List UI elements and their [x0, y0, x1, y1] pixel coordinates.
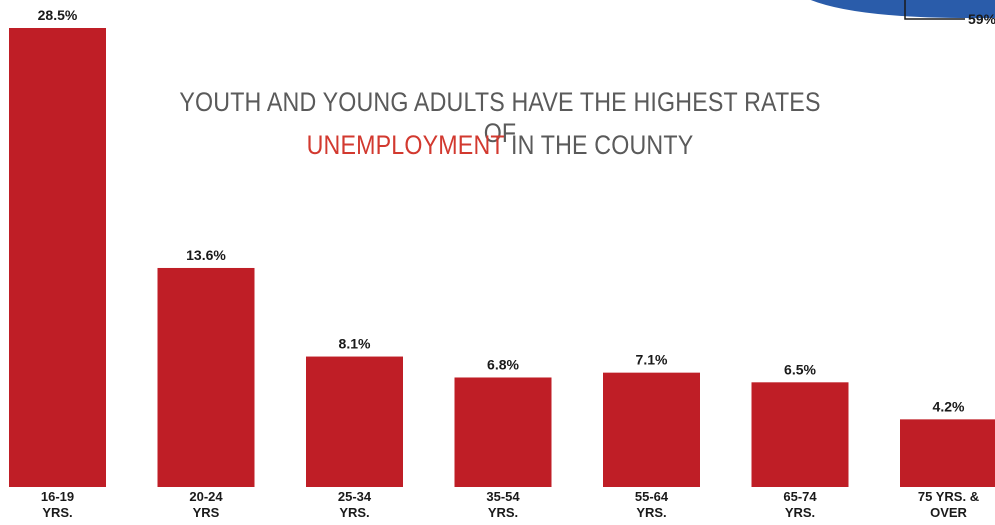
category-label: 75 YRS. &: [918, 489, 979, 504]
category-label: 16-19: [41, 489, 74, 504]
category-label: 25-34: [338, 489, 372, 504]
category-label: OVER: [930, 505, 967, 520]
bars-group: 28.5%16-19YRS.13.6%20-24YRS8.1%25-34YRS.…: [9, 7, 995, 520]
chart-title-line1: YOUTH AND YOUNG ADULTS HAVE THE HIGHEST …: [179, 87, 821, 148]
value-label: 4.2%: [933, 398, 965, 414]
callout-shape: [810, 0, 995, 19]
bar: [751, 382, 849, 487]
category-label: YRS.: [636, 505, 666, 520]
category-label: 35-54: [486, 489, 520, 504]
category-label: YRS.: [42, 505, 72, 520]
category-label: 65-74: [783, 489, 817, 504]
title-highlight-word: UNEMPLOYMENT: [306, 130, 505, 160]
callout-fragment: 59%: [810, 0, 995, 27]
category-label: 20-24: [189, 489, 223, 504]
category-label: YRS.: [488, 505, 518, 520]
category-label: YRS.: [339, 505, 369, 520]
title-line2-rest: IN THE COUNTY: [504, 130, 694, 160]
bar: [9, 28, 106, 487]
callout-label: 59%: [968, 11, 995, 27]
value-label: 13.6%: [186, 247, 226, 263]
bar: [603, 372, 700, 487]
category-label: 55-64: [635, 489, 669, 504]
value-label: 28.5%: [38, 7, 78, 23]
value-label: 7.1%: [636, 352, 668, 368]
value-label: 6.5%: [784, 361, 816, 377]
bar: [900, 419, 995, 487]
category-label: YRS: [193, 505, 220, 520]
chart-title-line2: UNEMPLOYMENT IN THE COUNTY: [173, 130, 827, 161]
bar: [454, 377, 552, 487]
category-label: YRS.: [785, 505, 815, 520]
callout-leader-line: [904, 0, 965, 20]
bar: [157, 267, 255, 487]
value-label: 6.8%: [487, 356, 519, 372]
value-label: 8.1%: [339, 336, 371, 352]
bar: [306, 356, 403, 487]
